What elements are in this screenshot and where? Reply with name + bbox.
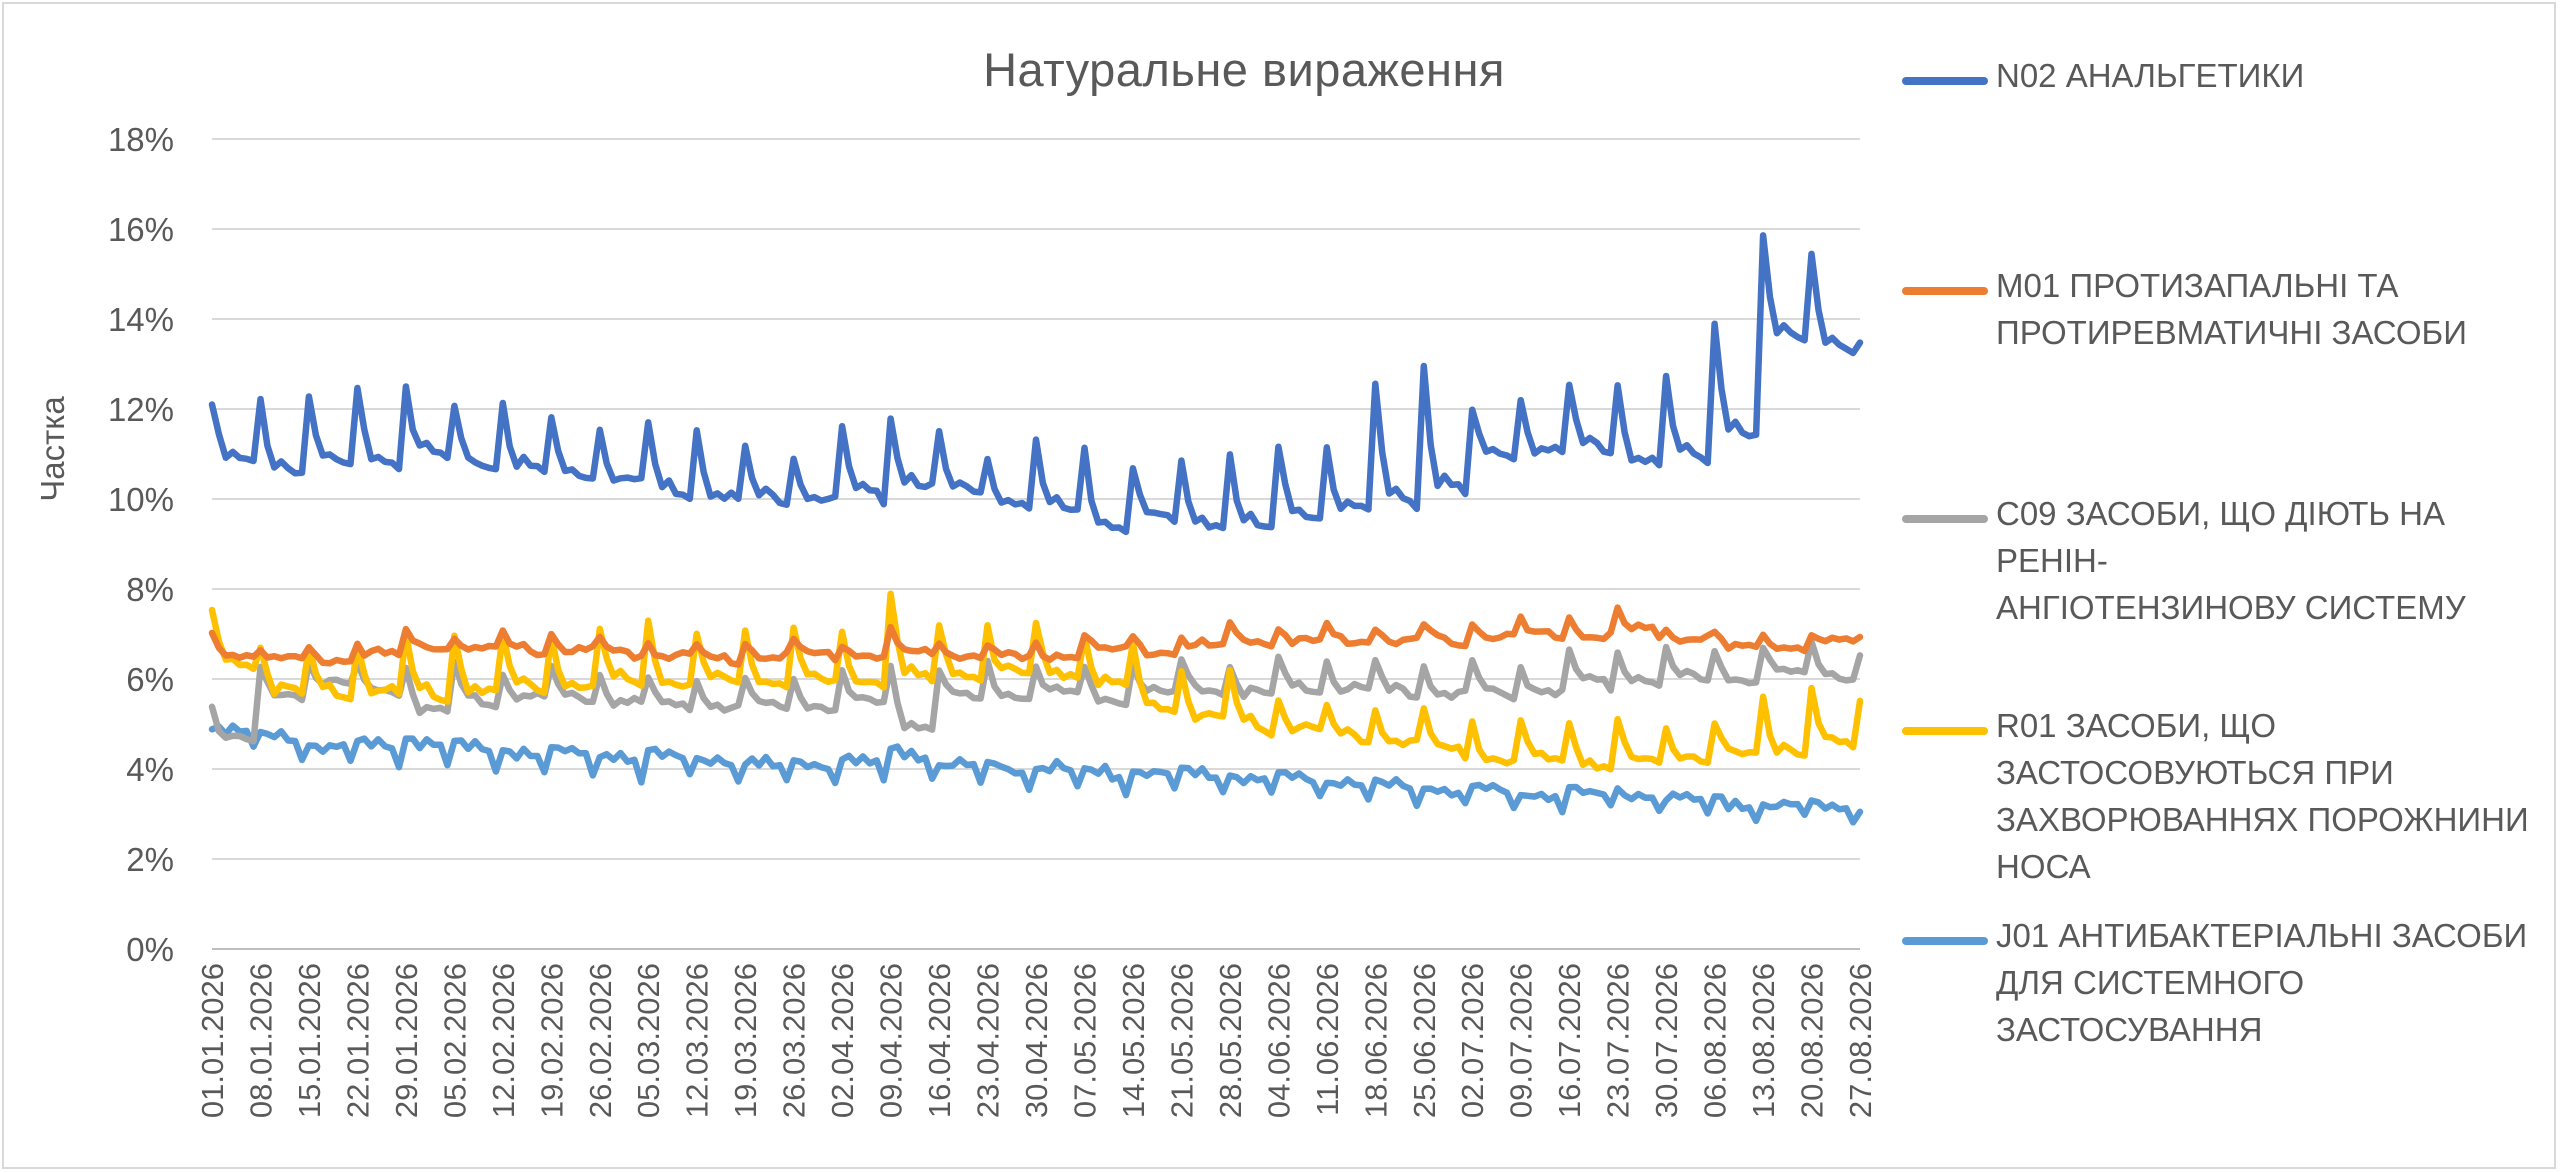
x-tick-label: 23.07.2026 (1601, 963, 1636, 1118)
y-tick-label: 2% (126, 841, 174, 878)
x-tick-label: 19.02.2026 (534, 963, 569, 1118)
x-tick-label: 20.08.2026 (1795, 963, 1830, 1118)
x-tick-label: 08.01.2026 (243, 963, 278, 1118)
x-tick-label: 16.04.2026 (922, 963, 957, 1118)
legend-label-m01: M01 ПРОТИЗАПАЛЬНІ ТА ПРОТИРЕВМАТИЧНІ ЗАС… (1996, 267, 2467, 351)
y-tick-label: 6% (126, 661, 174, 698)
legend-swatch-c09 (1902, 515, 1988, 523)
legend-label-r01: R01 ЗАСОБИ, ЩО ЗАСТОСОВУЮТЬСЯ ПРИ ЗАХВОР… (1996, 707, 2529, 885)
legend-swatch-m01 (1902, 287, 1988, 295)
x-tick-label: 02.07.2026 (1455, 963, 1490, 1118)
series-line-j01 (208, 722, 1864, 826)
y-tick-label: 16% (108, 211, 174, 248)
y-tick-label: 12% (108, 391, 174, 428)
x-tick-label: 13.08.2026 (1746, 963, 1781, 1118)
x-tick-label: 05.03.2026 (631, 963, 666, 1118)
x-tick-label: 19.03.2026 (728, 963, 763, 1118)
x-tick-label: 06.08.2026 (1698, 963, 1733, 1118)
x-tick-label: 26.02.2026 (583, 963, 618, 1118)
x-tick-label: 02.04.2026 (825, 963, 860, 1118)
x-tick-label: 12.02.2026 (486, 963, 521, 1118)
y-tick-label: 18% (108, 121, 174, 158)
x-tick-label: 09.07.2026 (1504, 963, 1539, 1118)
series-line-r01 (208, 590, 1864, 773)
x-tick-label: 30.07.2026 (1649, 963, 1684, 1118)
x-tick-label: 12.03.2026 (680, 963, 715, 1118)
x-tick-label: 14.05.2026 (1116, 963, 1151, 1118)
legend-label-j01: J01 АНТИБАКТЕРІАЛЬНІ ЗАСОБИ ДЛЯ СИСТЕМНО… (1996, 917, 2528, 1048)
chart-plot: 0% 2% 4% 6% 8% 10% 12% 14% 16% 18% 01.01.2026 08.01… (108, 121, 1878, 1118)
y-tick-label: 8% (126, 571, 174, 608)
legend-label-n02: N02 АНАЛЬГЕТИКИ (1996, 57, 2305, 94)
series-line-c09 (208, 638, 1864, 745)
x-tick-label: 21.05.2026 (1164, 963, 1199, 1118)
x-tick-label: 18.06.2026 (1358, 963, 1393, 1118)
x-tick-label: 15.01.2026 (292, 963, 327, 1118)
y-tick-label: 4% (126, 751, 174, 788)
series-line-n02 (208, 232, 1864, 536)
x-tick-label: 11.06.2026 (1310, 963, 1345, 1116)
legend-swatch-n02 (1902, 77, 1988, 85)
x-tick-label: 28.05.2026 (1213, 963, 1248, 1118)
chart-title: Натуральне вираження (983, 43, 1505, 96)
x-tick-label: 16.07.2026 (1552, 963, 1587, 1118)
y-axis-label: Частка (34, 396, 71, 502)
x-tick-label: 26.03.2026 (777, 963, 812, 1118)
x-tick-label: 27.08.2026 (1843, 963, 1878, 1118)
x-tick-label: 04.06.2026 (1261, 963, 1296, 1118)
x-tick-label: 25.06.2026 (1407, 963, 1442, 1118)
x-tick-label: 29.01.2026 (389, 963, 424, 1118)
x-tick-label: 01.01.2026 (195, 963, 230, 1118)
x-tick-label: 05.02.2026 (437, 963, 472, 1118)
legend-label-c09: C09 ЗАСОБИ, ЩО ДІЮТЬ НА РЕНІН- АНГІОТЕНЗ… (1996, 495, 2466, 626)
y-tick-label: 14% (108, 301, 174, 338)
x-tick-label: 22.01.2026 (340, 963, 375, 1118)
x-tick-label: 09.04.2026 (874, 963, 909, 1118)
y-tick-label: 0% (126, 931, 174, 968)
y-tick-label: 10% (108, 481, 174, 518)
series-line-m01 (208, 604, 1864, 668)
x-tick-label: 07.05.2026 (1067, 963, 1102, 1118)
x-tick-label: 30.04.2026 (1019, 963, 1054, 1118)
legend-swatch-j01 (1902, 937, 1988, 945)
x-tick-label: 23.04.2026 (971, 963, 1006, 1118)
legend-swatch-r01 (1902, 727, 1988, 735)
